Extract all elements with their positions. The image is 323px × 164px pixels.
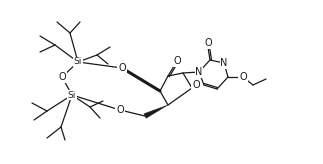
Text: O: O [204, 38, 212, 48]
Text: Si: Si [74, 58, 82, 66]
Text: O: O [192, 80, 200, 90]
Text: O: O [116, 105, 124, 115]
Text: O: O [118, 63, 126, 73]
Text: N: N [195, 67, 203, 77]
Text: O: O [239, 72, 247, 82]
Polygon shape [144, 105, 168, 118]
Text: O: O [173, 56, 181, 66]
Text: Si: Si [68, 91, 76, 100]
Text: O: O [58, 72, 66, 82]
Text: N: N [220, 58, 228, 68]
